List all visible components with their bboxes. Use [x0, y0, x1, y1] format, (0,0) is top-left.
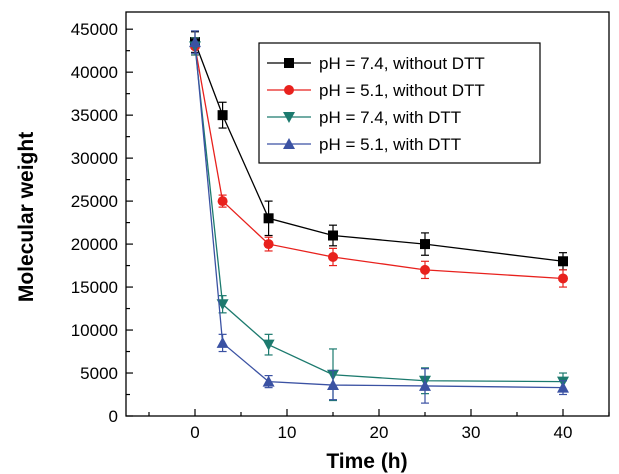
- legend-label: pH = 5.1, with DTT: [319, 135, 461, 154]
- legend-item: pH = 7.4, without DTT: [267, 54, 485, 73]
- data-point: [262, 375, 275, 387]
- x-tick-label: 30: [462, 423, 481, 442]
- data-point: [217, 110, 228, 121]
- data-point: [328, 251, 338, 262]
- legend-label: pH = 7.4, with DTT: [319, 108, 461, 127]
- data-point: [558, 256, 568, 267]
- y-tick-label: 0: [109, 407, 118, 426]
- x-tick-label: 20: [370, 423, 389, 442]
- series-line: [194, 46, 564, 383]
- y-tick-label: 35000: [71, 106, 118, 125]
- data-point: [420, 264, 430, 275]
- y-tick-label: 15000: [71, 278, 118, 297]
- series-line: [194, 46, 564, 280]
- data-point: [262, 339, 275, 351]
- x-axis-title: Time (h): [326, 450, 407, 473]
- data-point: [420, 239, 430, 250]
- series-2: [190, 37, 568, 288]
- legend: pH = 7.4, without DTT pH = 5.1, without D…: [258, 42, 541, 164]
- y-tick-label: 25000: [71, 192, 118, 211]
- series-1: [190, 31, 568, 271]
- y-tick-label: 40000: [71, 63, 118, 82]
- series-4: [189, 30, 569, 404]
- x-tick-label: 10: [278, 423, 297, 442]
- data-point: [217, 196, 228, 207]
- data-point: [263, 213, 274, 224]
- legend-label: pH = 5.1, without DTT: [319, 81, 485, 100]
- y-axis-title: Molecular weight: [15, 132, 38, 302]
- y-tick-label: 20000: [71, 235, 118, 254]
- legend-item: pH = 7.4, with DTT: [267, 108, 461, 127]
- data-point: [328, 230, 338, 241]
- legend-label: pH = 7.4, without DTT: [319, 54, 485, 73]
- legend-item: pH = 5.1, without DTT: [267, 81, 485, 100]
- legend-marker: [283, 112, 295, 123]
- y-tick-label: 30000: [71, 149, 118, 168]
- x-tick-label: 0: [190, 423, 199, 442]
- series-line: [194, 41, 564, 262]
- data-point: [216, 299, 229, 311]
- data-point: [263, 239, 274, 250]
- data-point: [327, 379, 339, 391]
- data-point: [216, 336, 229, 348]
- y-tick-label: 5000: [80, 364, 118, 383]
- x-axis-ticks: 0 10 20 30 40: [148, 409, 610, 442]
- data-point: [557, 381, 569, 393]
- data-point: [189, 36, 201, 48]
- legend-marker: [284, 85, 294, 95]
- data-point: [419, 379, 431, 391]
- x-tick-label: 40: [554, 423, 573, 442]
- y-axis-ticks: 0 5000 10000 15000 20000 25000 30000 35000 40000…: [71, 20, 133, 426]
- y-tick-label: 45000: [71, 20, 118, 39]
- plot-area-border: [125, 11, 610, 417]
- plot-frame: [125, 11, 610, 417]
- data-point: [558, 273, 568, 284]
- data-series: [189, 30, 569, 404]
- series-line: [194, 42, 564, 389]
- legend-marker: [283, 138, 295, 149]
- legend-marker: [284, 58, 294, 68]
- y-tick-label: 10000: [71, 321, 118, 340]
- legend-item: pH = 5.1, with DTT: [267, 135, 461, 154]
